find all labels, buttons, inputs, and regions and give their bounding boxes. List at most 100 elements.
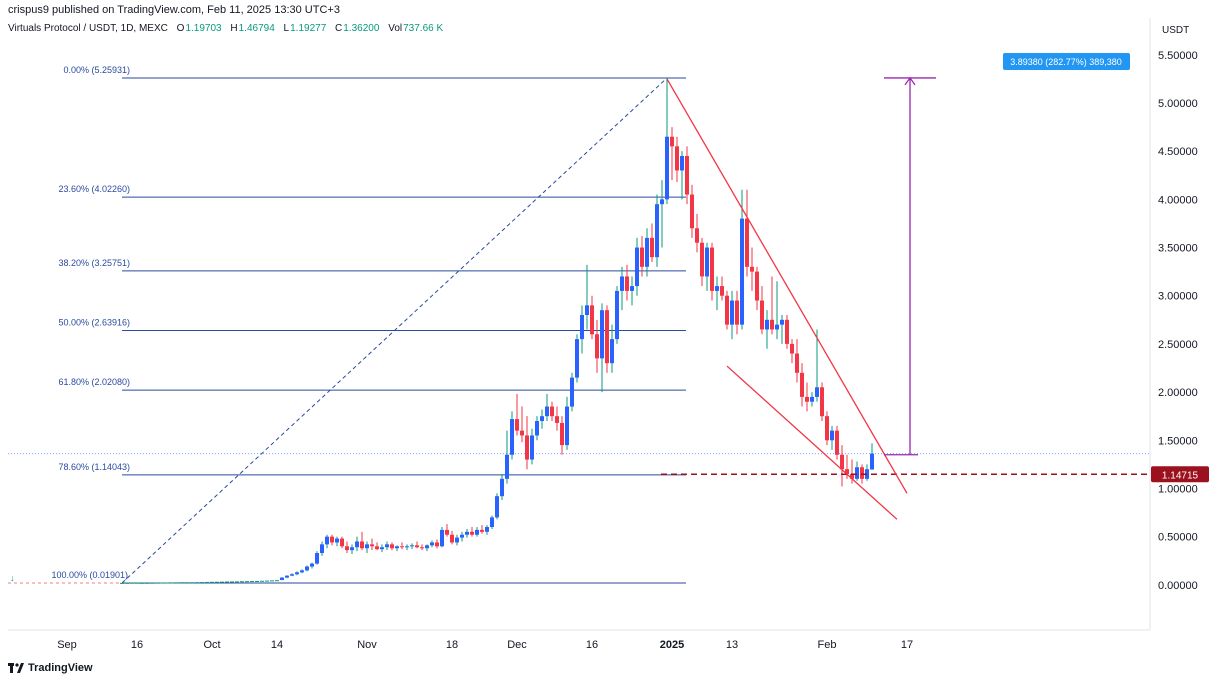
candle-body [245,581,249,583]
candle-body [660,199,664,205]
candle-body [545,406,549,417]
time-tick-label: 13 [726,639,738,651]
candle-body [775,324,779,330]
candle-body [275,580,279,582]
candle-body [725,295,729,325]
open-label: O [176,23,185,34]
candle-body [540,416,544,422]
candle-body [555,416,559,423]
candle-body [265,580,269,582]
candle-body [640,247,644,267]
candle-body [480,529,484,532]
candle-body [610,339,614,364]
candle-body [230,581,234,583]
symbol-name[interactable]: Virtuals Protocol / USDT, 1D, MEXC [8,23,168,34]
candle-body [380,547,384,550]
low-value: 1.19277 [290,23,327,34]
price-tick-label: 4.00000 [1158,194,1198,206]
candle-body [485,527,489,532]
close-value: 1.36200 [343,23,380,34]
candle-body [240,581,244,583]
price-tick-label: 3.50000 [1158,243,1198,255]
candle-body [140,582,144,584]
candle-body [420,547,424,549]
candle-body [705,247,709,277]
price-tick-label: 1.50000 [1158,435,1198,447]
candle-body [615,290,619,340]
candle-body [195,582,199,584]
candle-body [765,319,769,330]
candle-body [435,542,439,547]
candle-body [650,237,654,258]
candle-body [465,531,469,535]
candle-body [830,430,834,441]
candle-body [530,435,534,460]
price-tick-label: 3.00000 [1158,291,1198,303]
candle-body [330,536,334,543]
candle-body [430,542,434,546]
time-tick-label: Sep [57,639,77,651]
candle-body [720,286,724,296]
candle-body [835,430,839,455]
candle-body [590,305,594,335]
candle-body [235,581,239,583]
candle-body [155,582,159,584]
candle-body [795,353,799,373]
candle-body [385,544,389,548]
price-axis: 5.50000 5.00000 4.50000 4.00000 3.50000 3.000… [1149,18,1198,630]
candle-body [255,580,259,582]
candle-body [635,247,639,287]
candle-body [855,467,859,479]
candle-body [780,319,784,325]
candle-body [510,419,514,455]
time-tick-label: Feb [818,639,837,651]
candle-body [170,582,174,584]
candle-body [225,581,229,583]
candle-body [865,469,869,479]
candle-body [220,581,224,583]
candle-body [350,547,354,551]
candle-body [575,339,579,378]
projection-tooltip [1003,53,1130,70]
candle-body [150,582,154,584]
support-price-badge [1151,466,1209,483]
candle-body [715,286,719,291]
fib-level-label: 61.80% (2.02080) [58,377,130,387]
fib-level-label: 78.60% (1.14043) [58,462,130,472]
candle-body [355,541,359,548]
low-label: L [283,23,290,34]
candle-body [790,343,794,354]
time-tick-label: 16 [586,639,598,651]
candle-body [340,538,344,547]
candle-body [785,319,789,344]
candle-body [750,266,754,272]
candle-body [305,566,309,571]
candle-body [535,421,539,436]
candle-body [680,155,684,171]
candle-body [630,286,634,291]
candle-body [165,582,169,584]
candle-body [440,529,444,547]
time-tick-label: 17 [901,639,913,651]
price-axis-unit[interactable]: USDT [1162,25,1190,36]
support-price-label: 1.14715 [1162,470,1199,481]
wedge-upper-line [666,78,908,494]
candle-body [595,334,599,359]
candle-body [475,529,479,535]
candle-body [745,218,749,267]
candle-body [200,582,204,584]
candle-body [860,467,864,479]
candle-body [405,546,409,548]
candle-body [160,582,164,584]
candle-body [805,396,809,402]
tradingview-logo[interactable]: TradingView [8,662,93,674]
price-tick-label: 5.50000 [1158,50,1198,62]
candle-body [205,581,209,583]
close-label: C [335,23,343,34]
candle-body [520,430,524,436]
candle-body [395,546,399,549]
candle-body [815,387,819,397]
tradingview-logo-icon [8,663,24,673]
time-tick-label: 18 [446,639,458,651]
